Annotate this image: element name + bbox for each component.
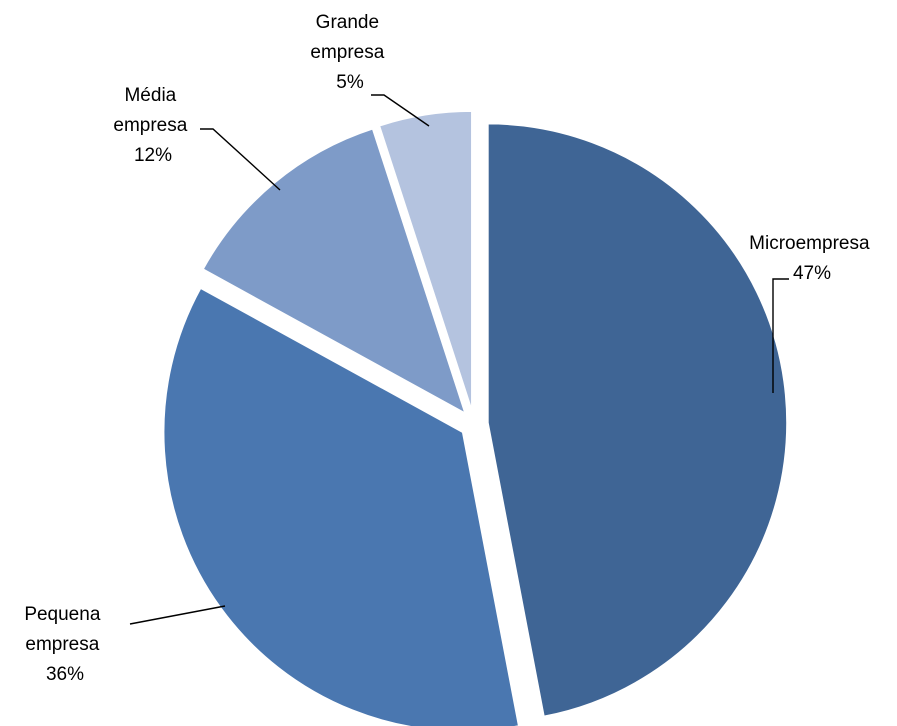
label-media-empresa-line-2: empresa <box>113 115 187 136</box>
pie-slice-pequena-empresa <box>162 287 520 726</box>
pie-slice-microempresa <box>487 122 788 718</box>
label-microempresa: Microempresa 47% <box>749 233 875 284</box>
label-pequena-empresa-line-1: Pequena <box>24 604 101 625</box>
label-media-empresa-percent: 12% <box>134 145 172 166</box>
label-microempresa-line-1: Microempresa <box>749 233 870 254</box>
label-grande-empresa-percent: 5% <box>336 72 364 93</box>
leader-lines <box>129 94 789 625</box>
label-media-empresa-line-1: Média <box>124 85 176 106</box>
label-pequena-empresa-percent: 36% <box>46 664 84 685</box>
leader-line-grande-empresa <box>371 94 430 127</box>
pie-slice-grande-empresa <box>378 110 473 411</box>
pie-slice-media-empresa <box>202 127 467 415</box>
label-pequena-empresa-line-2: empresa <box>25 634 99 655</box>
leader-line-pequena-empresa <box>129 605 226 625</box>
label-pequena-empresa: Pequena empresa 36% <box>24 604 105 685</box>
label-microempresa-percent: 47% <box>793 263 831 284</box>
label-grande-empresa-line-1: Grande <box>316 12 379 33</box>
leader-line-microempresa <box>772 278 789 393</box>
leader-line-media-empresa <box>200 128 281 191</box>
label-grande-empresa-line-2: empresa <box>310 42 384 63</box>
pie-slices <box>162 110 788 726</box>
label-media-empresa: Média empresa 12% <box>113 85 192 166</box>
label-grande-empresa: Grande empresa 5% <box>310 12 389 93</box>
